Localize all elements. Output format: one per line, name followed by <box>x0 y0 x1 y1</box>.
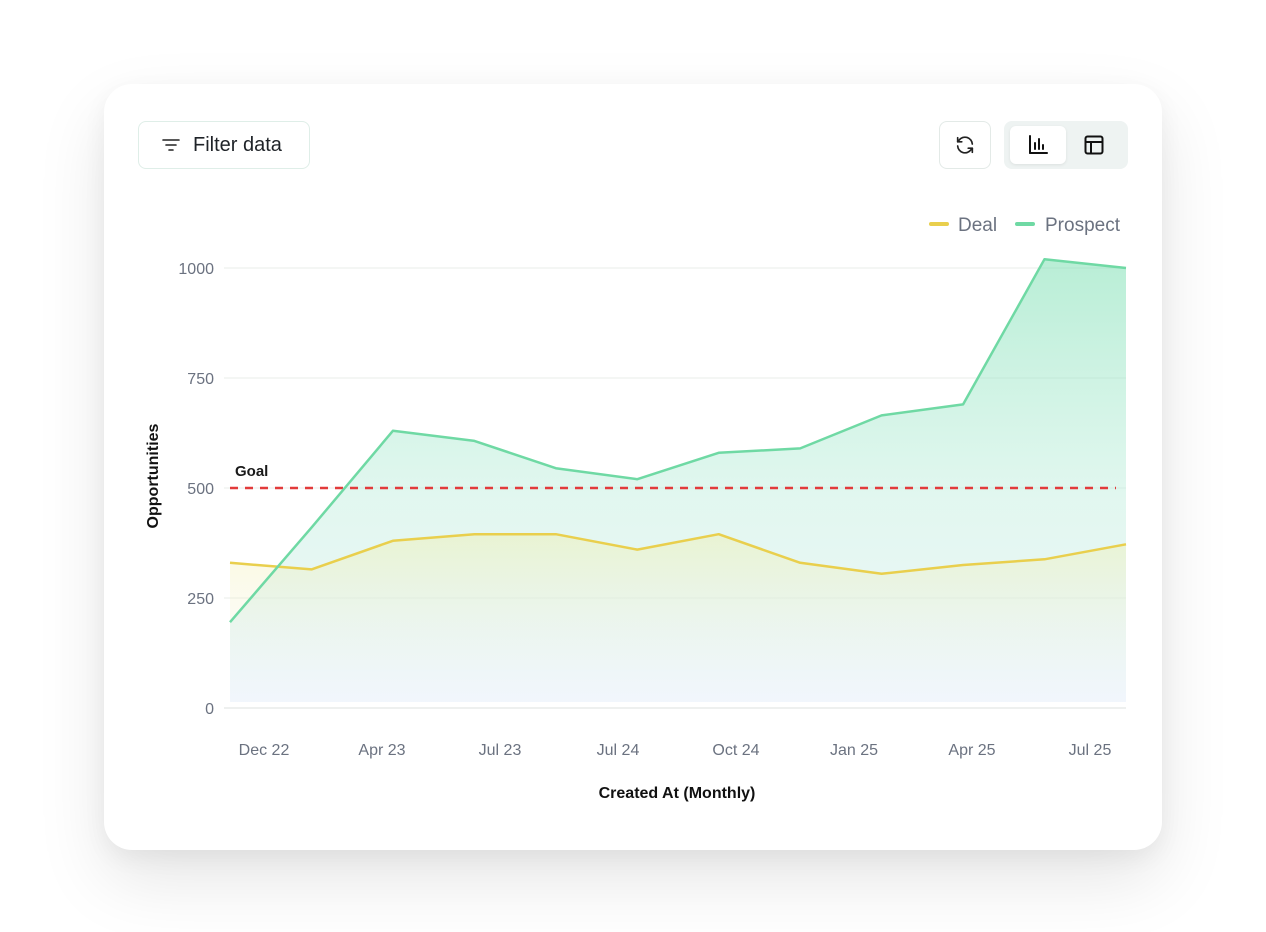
table-view-button[interactable] <box>1066 126 1122 164</box>
deal-area <box>230 534 1126 702</box>
area-fills <box>230 259 1126 702</box>
prospect-line <box>229 257 1127 624</box>
y-tick-label: 500 <box>187 481 214 498</box>
chart-card: Filter data <box>104 84 1162 850</box>
x-axis-title: Created At (Monthly) <box>599 785 756 802</box>
refresh-icon <box>954 134 976 156</box>
filter-icon <box>161 135 181 155</box>
y-tick-label: 750 <box>187 371 214 388</box>
x-tick-label: Jul 25 <box>1069 742 1112 759</box>
filter-data-button[interactable]: Filter data <box>138 121 310 169</box>
prospect-legend-label[interactable]: Prospect <box>1045 215 1121 236</box>
y-axis-ticks: 0 250 500 750 1000 <box>178 261 214 718</box>
x-tick-label: Apr 25 <box>948 742 995 759</box>
legend: Deal Prospect <box>929 215 1121 236</box>
x-tick-label: Jul 23 <box>479 742 522 759</box>
bar-chart-icon <box>1027 134 1049 156</box>
filter-data-label: Filter data <box>193 133 282 156</box>
y-axis-title: Opportunities <box>145 423 162 528</box>
x-tick-label: Jul 24 <box>597 742 640 759</box>
x-tick-label: Dec 22 <box>239 742 290 759</box>
goal-line-group: Goal <box>230 463 1116 490</box>
goal-label: Goal <box>235 463 268 480</box>
y-tick-label: 1000 <box>178 261 214 278</box>
y-tick-label: 250 <box>187 591 214 608</box>
x-tick-label: Apr 23 <box>358 742 405 759</box>
deal-line <box>229 532 1127 576</box>
series-lines <box>229 257 1127 624</box>
x-axis-ticks: Dec 22 Apr 23 Jul 23 Jul 24 Oct 24 Jan 25 Apr … <box>239 742 1112 759</box>
chart-view-button[interactable] <box>1010 126 1066 164</box>
deal-legend-label[interactable]: Deal <box>958 215 997 236</box>
table-icon <box>1083 134 1105 156</box>
line-chart: Goal 0 250 500 750 1000 Dec 22 Apr 23 Jul 23 Ju… <box>145 215 1127 802</box>
x-tick-label: Jan 25 <box>830 742 878 759</box>
y-tick-label: 0 <box>205 701 214 718</box>
refresh-button[interactable] <box>939 121 991 169</box>
view-toggle <box>1004 121 1128 169</box>
x-tick-label: Oct 24 <box>712 742 759 759</box>
